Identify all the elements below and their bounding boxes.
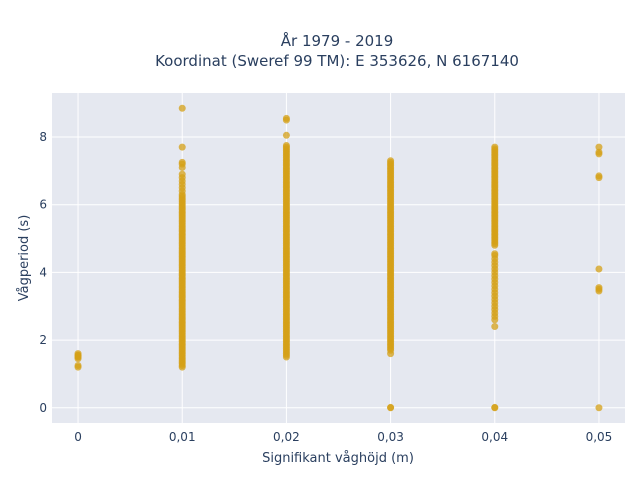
x-tick-label: 0,02 — [273, 430, 300, 444]
data-point — [178, 143, 186, 151]
data-point — [178, 158, 186, 166]
data-point — [282, 114, 290, 122]
x-tick-label: 0,03 — [377, 430, 404, 444]
data-point — [282, 141, 290, 149]
x-axis-title: Signifikant våghöjd (m) — [262, 451, 414, 466]
data-point — [178, 104, 186, 112]
chart-subtitle: Koordinat (Sweref 99 TM): E 353626, N 61… — [155, 52, 519, 70]
data-point — [387, 157, 395, 165]
data-point — [595, 150, 603, 158]
x-axis-ticks: 0 0,01 0,02 0,03 0,04 0,05 — [74, 430, 612, 444]
data-point — [595, 174, 603, 182]
x-tick-label: 0 — [74, 430, 82, 444]
data-point — [491, 316, 499, 324]
data-point — [387, 403, 395, 411]
chart-title: År 1979 - 2019 — [281, 31, 394, 50]
data-point — [74, 361, 82, 369]
data-point — [595, 265, 603, 273]
data-point — [178, 170, 186, 178]
data-point — [491, 143, 499, 151]
y-tick-label: 4 — [39, 265, 47, 279]
data-point — [387, 350, 395, 358]
data-points — [74, 104, 603, 412]
data-point — [74, 351, 82, 359]
x-tick-label: 0,05 — [586, 430, 613, 444]
plot-area — [52, 93, 625, 423]
x-tick-label: 0,01 — [169, 430, 196, 444]
data-point — [491, 403, 499, 411]
data-point — [595, 287, 603, 295]
y-axis-ticks: 0 2 4 6 8 — [39, 130, 47, 415]
y-tick-label: 2 — [39, 333, 47, 347]
y-axis-title: Vågperiod (s) — [17, 215, 32, 302]
data-point — [491, 323, 499, 331]
y-tick-label: 6 — [39, 198, 47, 212]
y-tick-label: 8 — [39, 130, 47, 144]
x-tick-label: 0,04 — [481, 430, 508, 444]
y-tick-label: 0 — [39, 401, 47, 415]
data-point — [595, 404, 603, 412]
data-point — [595, 143, 603, 151]
data-point — [282, 131, 290, 139]
